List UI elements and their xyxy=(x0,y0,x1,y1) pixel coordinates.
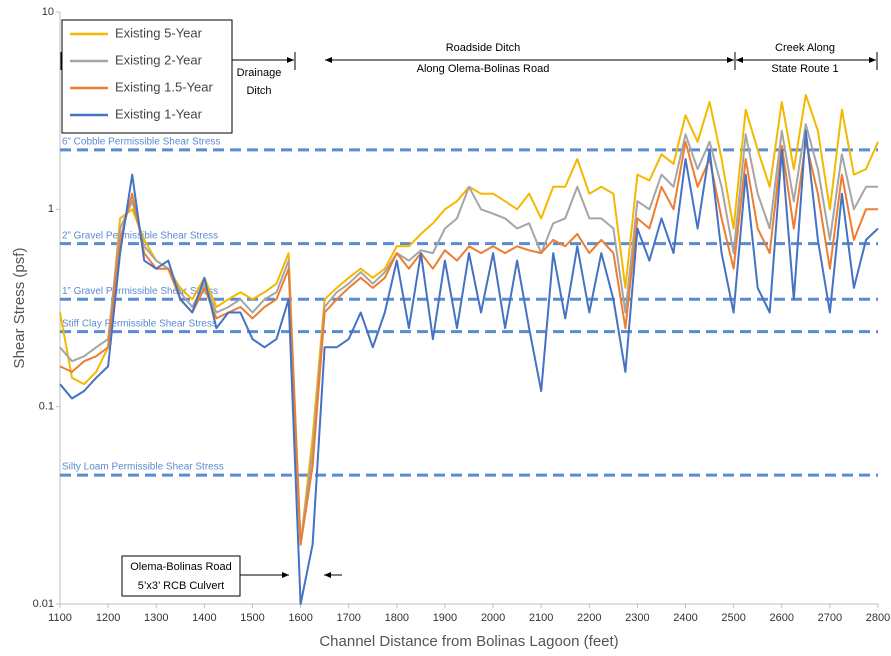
x-tick-label: 2300 xyxy=(625,612,649,624)
legend-label: Existing 5-Year xyxy=(115,25,203,40)
reference-label: 1” Gravel Permissible Shear Stress xyxy=(62,286,218,297)
x-tick-label: 1200 xyxy=(96,612,120,624)
x-tick-label: 1500 xyxy=(240,612,264,624)
x-tick-label: 1900 xyxy=(433,612,457,624)
x-axis-title: Channel Distance from Bolinas Lagoon (fe… xyxy=(319,633,618,650)
legend: Existing 5-Year Existing 2-Year Existing 1… xyxy=(61,19,233,134)
x-tick-label: 1700 xyxy=(336,612,360,624)
x-tick-label: 1600 xyxy=(288,612,312,624)
y-tick-label: 0.1 xyxy=(39,401,54,413)
reference-label: Stiff Clay Permissible Shear Stress xyxy=(62,318,217,329)
y-tick-label: 0.01 xyxy=(33,598,54,610)
legend-label: Existing 1.5-Year xyxy=(115,79,213,94)
annotation-text: Olema-Bolinas Road xyxy=(130,561,232,573)
y-tick-label: 1 xyxy=(48,203,54,215)
annotation-box xyxy=(121,555,241,597)
x-tick-label: 1100 xyxy=(48,612,72,624)
annotations xyxy=(60,52,878,597)
x-tick-label: 1800 xyxy=(385,612,409,624)
x-tick-label: 2100 xyxy=(529,612,553,624)
annotation-text: State Route 1 xyxy=(771,63,838,75)
x-tick-label: 2700 xyxy=(818,612,842,624)
legend-label: Existing 1-Year xyxy=(115,106,203,121)
annotation-text: Roadside Ditch xyxy=(446,42,521,54)
x-tick-label: 2600 xyxy=(770,612,794,624)
series-line xyxy=(59,123,878,546)
x-tick-label: 1400 xyxy=(192,612,216,624)
reference-label: Silty Loam Permissible Shear Stress xyxy=(62,462,224,473)
annotation-text: Creek Along xyxy=(775,42,835,54)
y-tick-label: 10 xyxy=(42,6,54,18)
y-axis-title: Shear Stress (psf) xyxy=(11,248,28,369)
annotation-text: 5’x3’ RCB Culvert xyxy=(138,580,224,592)
series-line xyxy=(59,140,878,546)
plot-area: 0.01 0.1 1 10 1100 1200 1300 1400 1500 1600 1700 18… xyxy=(33,6,891,624)
x-tick-label: 2800 xyxy=(866,612,890,624)
series-line xyxy=(59,129,879,605)
legend-label: Existing 2-Year xyxy=(115,52,203,67)
x-tick-label: 2400 xyxy=(673,612,697,624)
annotation-text: Along Olema-Bolinas Road xyxy=(417,63,550,75)
x-tick-label: 2500 xyxy=(721,612,745,624)
annotation-text: Drainage xyxy=(237,67,282,79)
annotation-texts: Drainage Ditch Roadside Ditch Along Olem… xyxy=(130,42,838,592)
x-tick-label: 1300 xyxy=(144,612,168,624)
x-tick-label: 2000 xyxy=(481,612,505,624)
x-tick-label: 2200 xyxy=(577,612,601,624)
annotation-text: Ditch xyxy=(246,85,271,97)
reference-label: 6” Cobble Permissible Shear Stress xyxy=(62,137,220,148)
